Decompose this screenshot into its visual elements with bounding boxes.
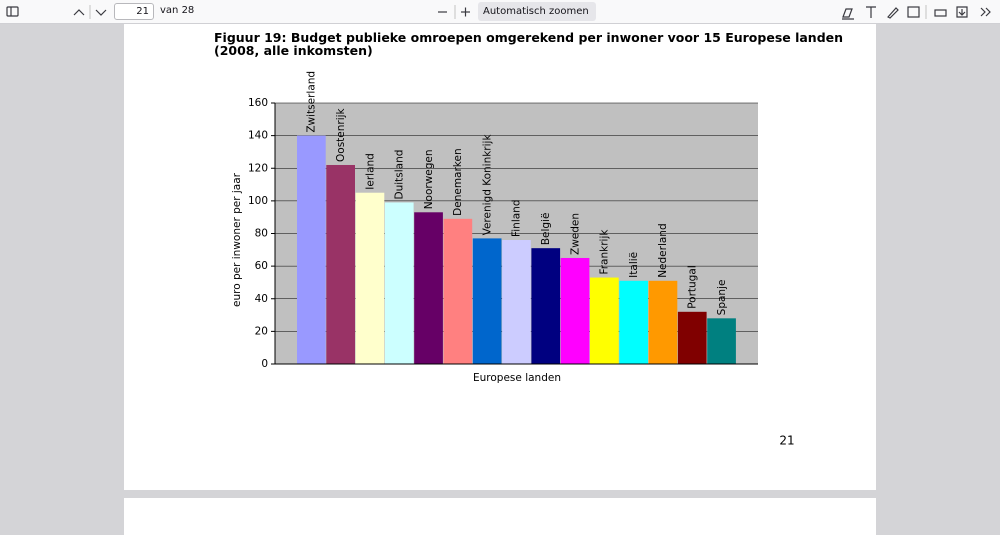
bar-category-label: Denemarken: [452, 148, 464, 215]
bar-category-label: Zweden: [569, 213, 581, 255]
y-tick-label: 40: [255, 293, 268, 305]
prev-page[interactable]: [73, 9, 85, 16]
bar: [326, 164, 355, 364]
bar-category-label: Verenigd Koninkrijk: [481, 134, 493, 236]
toolbar: 21 van 28 Automatisch zoomen: [0, 0, 1000, 24]
bar-category-label: Finland: [511, 199, 523, 237]
y-tick-label: 0: [261, 358, 268, 370]
bar-category-label: Oostenrijk: [335, 107, 347, 162]
bar: [443, 218, 473, 364]
bar-category-label: Portugal: [687, 265, 699, 309]
bar: [355, 192, 385, 364]
pdf-page: 0 20 40 60 80 100 120 140 160 Zwitserland Oostenri…: [124, 24, 876, 490]
bar-category-label: Nederland: [657, 223, 669, 277]
text-tool[interactable]: [866, 6, 876, 18]
bar: [531, 248, 561, 364]
bar-category-label: Spanje: [716, 280, 728, 316]
bar: [707, 318, 736, 364]
bar-category-label: Duitsland: [394, 150, 406, 200]
page-number: 21: [779, 434, 794, 448]
chart-title: Figuur 19: Budget publieke omroepen omge…: [214, 30, 843, 45]
page-count: van 28: [160, 5, 195, 16]
x-axis-title: Europese landen: [473, 372, 561, 384]
bar: [502, 240, 531, 364]
y-tick-label: 160: [248, 97, 268, 109]
y-tick-label: 80: [255, 228, 268, 240]
zoom-in[interactable]: [461, 7, 470, 17]
next-page[interactable]: [95, 9, 107, 16]
zoom-select[interactable]: Automatisch zoomen: [478, 2, 596, 21]
y-tick-label: 60: [255, 260, 268, 272]
bar: [619, 280, 648, 364]
bar: [297, 135, 326, 364]
page-input[interactable]: 21: [114, 3, 154, 20]
bar: [677, 311, 707, 364]
bar-category-label: Ierland: [364, 153, 376, 190]
pdf-page: [124, 498, 876, 535]
bar-category-label: Italië: [628, 252, 640, 278]
y-tick-label: 120: [248, 162, 268, 174]
more-tools-arrow: [985, 7, 991, 17]
sidebar-toggle[interactable]: [6, 6, 19, 17]
highlight-tool[interactable]: [842, 8, 854, 20]
more-tools[interactable]: [980, 7, 986, 17]
bar-category-label: België: [540, 213, 552, 246]
bar: [384, 202, 414, 364]
bar-category-label: Zwitserland: [306, 71, 318, 133]
draw-tool[interactable]: [887, 7, 899, 19]
bar: [472, 238, 502, 364]
y-tick-label: 20: [255, 325, 268, 337]
save[interactable]: [956, 6, 968, 18]
bar: [590, 277, 619, 364]
print[interactable]: [934, 9, 947, 17]
bar: [560, 257, 590, 364]
y-axis-title: euro per inwoner per jaar: [231, 172, 243, 307]
y-tick-label: 100: [248, 195, 268, 207]
chart-title: (2008, alle inkomsten): [214, 43, 373, 58]
bar-category-label: Frankrijk: [599, 229, 611, 275]
y-tick-label: 140: [248, 130, 268, 142]
bar: [414, 212, 443, 364]
chart: 0 20 40 60 80 100 120 140 160 Zwitserland Oostenri…: [214, 30, 843, 448]
bar: [648, 280, 678, 364]
image-tool[interactable]: [907, 6, 920, 18]
bar-category-label: Noorwegen: [423, 149, 435, 209]
